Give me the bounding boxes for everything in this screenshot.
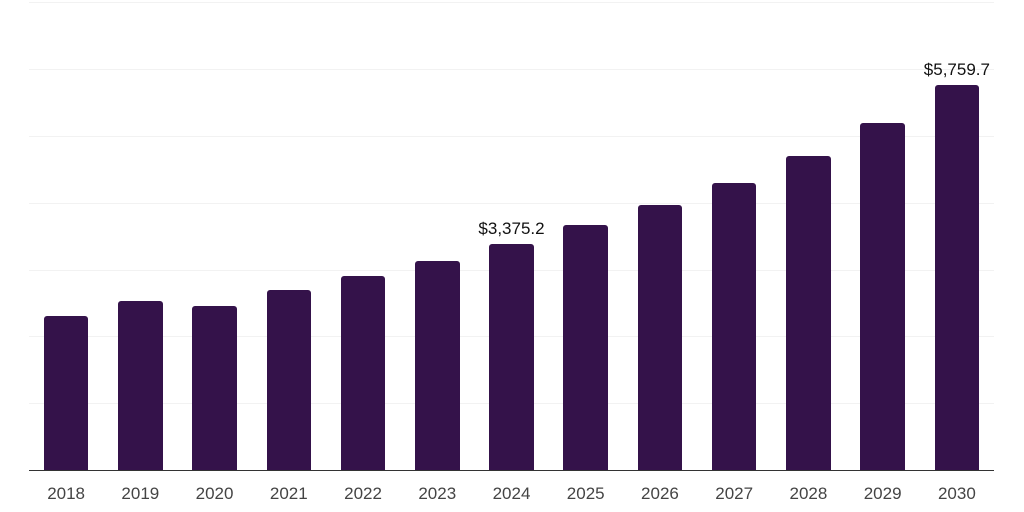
data-label-2030: $5,759.7 [923, 60, 990, 80]
x-tick-2024: 2024 [492, 484, 531, 503]
bar-2023 [415, 261, 460, 470]
bar-2021 [266, 290, 312, 470]
bar-2025 [563, 225, 608, 470]
bar-2020 [192, 305, 237, 470]
gridline-6000 [29, 69, 994, 71]
x-axis-line [29, 469, 994, 471]
bar-2029 [860, 122, 905, 470]
gridline-5000 [29, 135, 994, 137]
bar-2024 [489, 244, 534, 470]
x-tick-2023: 2023 [418, 484, 457, 503]
x-tick-2027: 2027 [715, 484, 754, 503]
x-tick-2025: 2025 [566, 484, 605, 503]
bar-2027 [711, 182, 757, 470]
x-tick-2029: 2029 [863, 484, 902, 503]
bar-2028 [786, 155, 831, 470]
x-tick-2018: 2018 [47, 484, 86, 503]
bar-2022 [340, 276, 386, 470]
bar-2026 [637, 204, 683, 470]
x-tick-2020: 2020 [195, 484, 234, 503]
gridline-4000 [29, 202, 994, 204]
x-tick-2030: 2030 [937, 484, 976, 503]
x-tick-2028: 2028 [789, 484, 828, 503]
x-tick-2022: 2022 [344, 484, 382, 503]
bar-2019 [118, 301, 163, 470]
data-label-2024: $3,375.2 [478, 219, 545, 239]
x-tick-2021: 2021 [269, 484, 308, 503]
bar-2030 [934, 85, 980, 470]
x-tick-2019: 2019 [121, 484, 160, 503]
bar-2018 [43, 315, 89, 470]
x-tick-2026: 2026 [641, 484, 679, 503]
gridline-7000 [29, 2, 994, 4]
